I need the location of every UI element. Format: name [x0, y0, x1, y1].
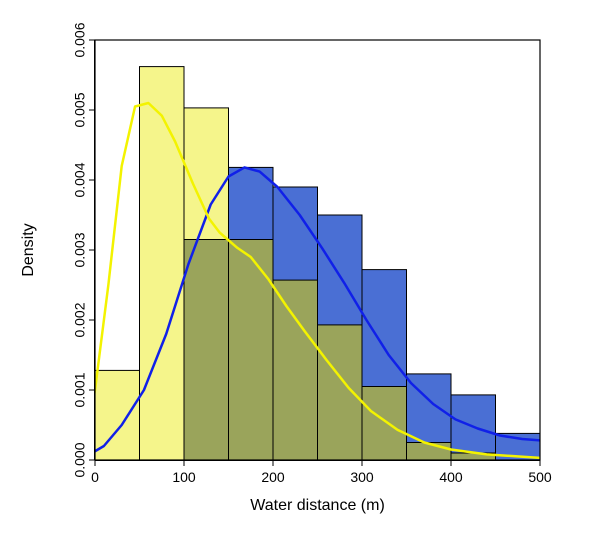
x-tick-label: 500 — [528, 469, 552, 485]
y-axis-title: Density — [20, 223, 37, 276]
y-tick-label: 0.003 — [72, 232, 88, 267]
y-tick-label: 0.006 — [72, 22, 88, 57]
x-tick-label: 0 — [91, 469, 99, 485]
density-histogram-chart: 0 100 200 300 400 500 Water distance (m) 0.000 0… — [0, 0, 600, 558]
x-tick-label: 400 — [439, 469, 463, 485]
y-tick-label: 0.004 — [72, 162, 88, 197]
x-tick-label: 200 — [261, 469, 285, 485]
y-tick-label: 0.002 — [72, 302, 88, 337]
x-axis-title: Water distance (m) — [250, 497, 385, 514]
y-tick-label: 0.000 — [72, 442, 88, 477]
y-tick-label: 0.005 — [72, 92, 88, 127]
y-tick-label: 0.001 — [72, 372, 88, 407]
x-tick-label: 300 — [350, 469, 374, 485]
chart-svg: 0 100 200 300 400 500 Water distance (m) 0.000 0… — [0, 0, 600, 558]
x-tick-label: 100 — [172, 469, 196, 485]
